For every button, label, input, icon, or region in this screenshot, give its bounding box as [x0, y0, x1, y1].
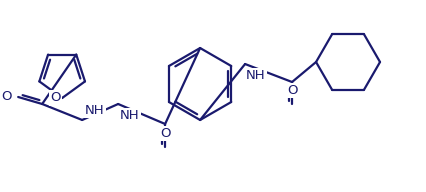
Text: O: O	[2, 90, 12, 103]
Text: O: O	[287, 84, 297, 97]
Text: O: O	[160, 127, 170, 140]
Text: NH: NH	[246, 69, 266, 82]
Text: O: O	[51, 92, 61, 104]
Text: NH: NH	[120, 109, 140, 122]
Text: NH: NH	[85, 104, 105, 117]
